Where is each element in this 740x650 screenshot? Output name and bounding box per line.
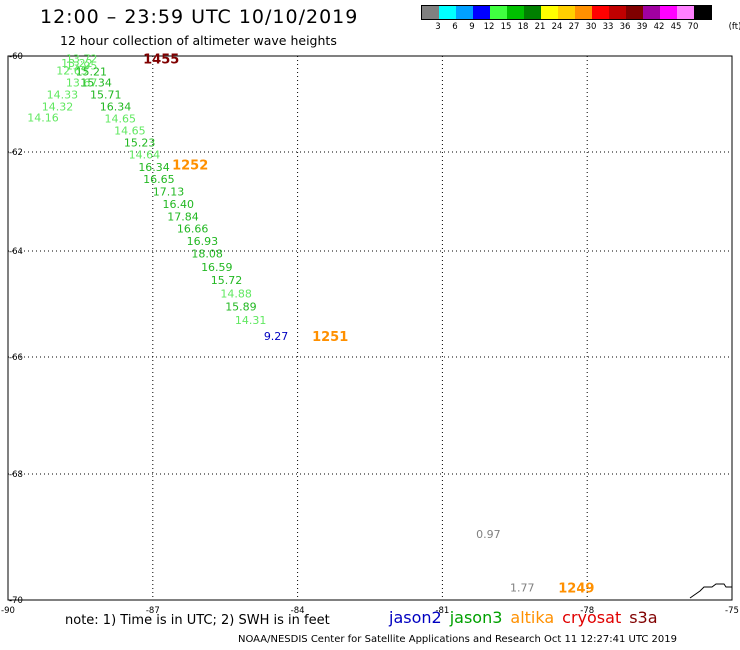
wave-height-value: 14.88 — [220, 287, 252, 300]
scale-label: 42 — [653, 22, 665, 32]
y-tick-label: -60 — [9, 52, 23, 62]
wave-height-value: 16.66 — [177, 223, 209, 236]
wave-height-value: 14.64 — [129, 148, 161, 161]
wave-height-value: 17.13 — [153, 186, 185, 199]
scale-swatch — [473, 6, 490, 19]
y-tick-label: -68 — [9, 470, 23, 480]
scale-swatch — [456, 6, 473, 19]
pass-time-label: 1252 — [172, 158, 208, 173]
scale-swatch — [422, 6, 439, 19]
legend-entry-altika: altika — [510, 608, 555, 627]
plot-frame — [7, 55, 733, 601]
scale-swatch — [541, 6, 558, 19]
satellite-legend: jason2 jason3 altika cryosat s3a — [389, 608, 666, 627]
scale-label: 18 — [517, 22, 529, 32]
scale-swatch — [490, 6, 507, 19]
y-tick-label: -62 — [9, 148, 23, 158]
footer-credit: NOAA/NESDIS Center for Satellite Applica… — [238, 634, 677, 645]
wave-height-value: 14.32 — [42, 100, 74, 113]
scale-label: 45 — [670, 22, 682, 32]
scale-label: 30 — [585, 22, 597, 32]
wave-height-value: 9.27 — [264, 330, 289, 343]
wave-height-value: 0.97 — [476, 528, 501, 541]
scale-swatch — [558, 6, 575, 19]
pass-time-label: 1251 — [312, 330, 348, 345]
footer-note: note: 1) Time is in UTC; 2) SWH is in fe… — [65, 613, 330, 628]
scale-swatch — [592, 6, 609, 19]
wave-height-value: 18.08 — [191, 248, 223, 261]
scale-swatch — [660, 6, 677, 19]
scale-label: 6 — [452, 22, 458, 32]
x-tick-label: -81 — [435, 606, 449, 616]
scale-swatch — [626, 6, 643, 19]
wave-height-value: 15.23 — [124, 136, 156, 149]
wave-height-value: 16.65 — [143, 173, 175, 186]
scale-label: 70 — [687, 22, 699, 32]
y-tick-label: -64 — [9, 247, 23, 257]
x-tick-label: -87 — [146, 606, 160, 616]
scale-label: 3 — [435, 22, 441, 32]
color-scale-unit: (ft) — [728, 22, 740, 32]
scale-swatch — [439, 6, 456, 19]
wave-height-value: 16.34 — [100, 100, 132, 113]
scale-swatch — [609, 6, 626, 19]
scale-label: 12 — [483, 22, 495, 32]
scale-swatch — [507, 6, 524, 19]
scale-swatch — [524, 6, 541, 19]
y-tick-label: -66 — [9, 353, 23, 363]
pass-time-label: 1455 — [143, 52, 179, 67]
scale-swatch — [643, 6, 660, 19]
scale-label: 36 — [619, 22, 631, 32]
scale-label: 9 — [469, 22, 475, 32]
x-tick-label: -90 — [1, 606, 15, 616]
wave-height-value: 15.72 — [211, 274, 243, 287]
wave-height-value: 14.33 — [47, 88, 79, 101]
chart-subtitle: 12 hour collection of altimeter wave hei… — [60, 33, 337, 48]
wave-height-value: 13.72 — [66, 52, 98, 65]
wave-height-value: 15.21 — [76, 65, 108, 78]
wave-height-value: 14.16 — [27, 111, 59, 124]
wave-height-value: 14.65 — [105, 112, 136, 125]
legend-entry-s3a: s3a — [629, 608, 658, 627]
wave-height-value: 13.95 — [66, 60, 98, 73]
legend-entry-jason2: jason2 — [389, 608, 442, 627]
wave-height-value: 16.93 — [187, 235, 219, 248]
x-tick-label: -84 — [291, 606, 305, 616]
scale-label: 15 — [500, 22, 512, 32]
wave-height-value: 15.71 — [90, 88, 122, 101]
scale-swatch — [575, 6, 592, 19]
scale-label: 21 — [534, 22, 546, 32]
chart-title: 12:00 – 23:59 UTC 10/10/2019 — [40, 6, 359, 28]
wave-height-value: 1.77 — [510, 581, 535, 594]
wave-height-value: 14.65 — [114, 124, 146, 137]
y-tick-label: -70 — [9, 596, 23, 606]
wave-height-value: 12.65 — [56, 64, 87, 77]
scale-label: 24 — [551, 22, 563, 32]
wave-height-value: 14.31 — [235, 314, 267, 327]
scale-swatch — [677, 6, 694, 19]
wave-height-value: 16.34 — [138, 161, 170, 174]
legend-entry-jason3: jason3 — [449, 608, 503, 627]
x-tick-label: -78 — [580, 606, 594, 616]
scale-label: 39 — [636, 22, 648, 32]
wave-height-value: 13.22 — [61, 57, 93, 70]
pass-time-label: 1249 — [558, 581, 594, 596]
scale-label: 33 — [602, 22, 614, 32]
wave-height-value: 16.59 — [201, 261, 233, 274]
coastline — [689, 583, 732, 599]
wave-height-value: 13.67 — [66, 76, 98, 89]
wave-height-value: 16.40 — [162, 198, 194, 211]
scale-label: 27 — [568, 22, 580, 32]
legend-entry-cryosat: cryosat — [562, 608, 622, 627]
x-tick-label: -75 — [725, 606, 739, 616]
wave-height-value: 15.89 — [225, 301, 257, 314]
color-scale-swatches — [421, 5, 712, 20]
scale-swatch — [694, 6, 711, 19]
wave-height-value: 15.34 — [80, 76, 112, 89]
wave-height-value: 17.84 — [167, 210, 199, 223]
